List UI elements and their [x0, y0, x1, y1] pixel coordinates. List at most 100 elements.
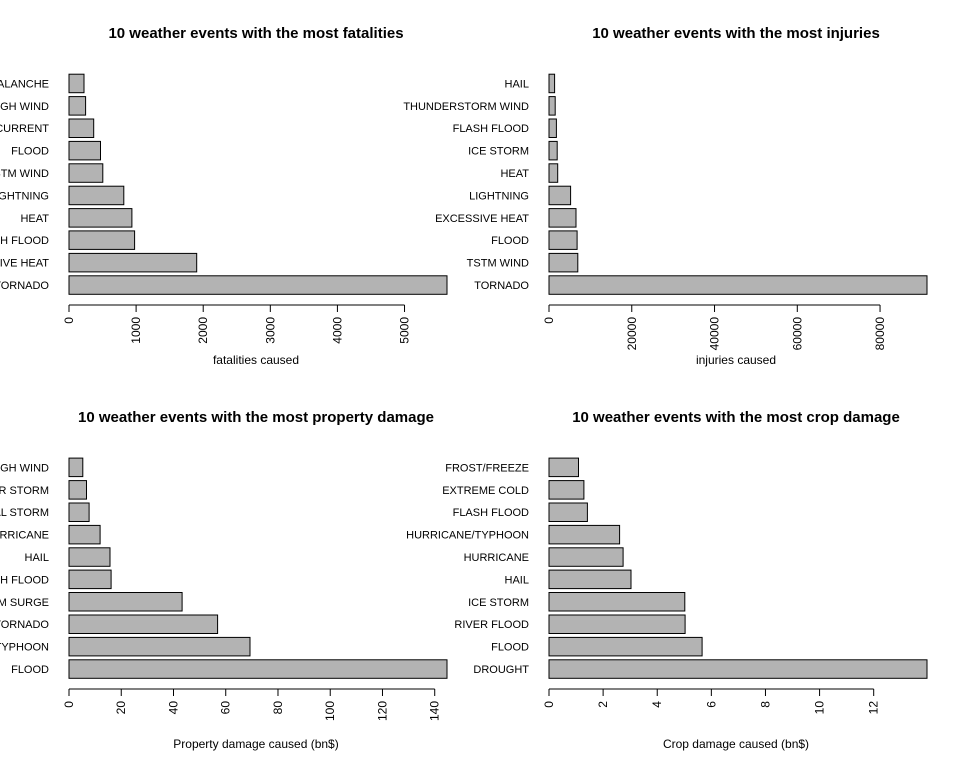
x-tick-label: 80	[271, 701, 285, 715]
category-label: EXTREME COLD	[442, 485, 529, 497]
bar-heat	[548, 163, 559, 183]
bar-flood	[548, 230, 578, 250]
bar-rip-current	[68, 118, 95, 138]
category-label: HEAT	[500, 168, 529, 180]
bar-extreme-cold	[548, 480, 585, 500]
panel-crop-damage: 10 weather events with the most crop dam…	[406, 409, 928, 751]
category-label: FLASH FLOOD	[453, 507, 529, 519]
category-label: HURRICANE	[0, 530, 49, 542]
x-tick-label: 4	[650, 701, 664, 708]
bar-excessive-heat	[548, 208, 577, 228]
category-label: HAIL	[505, 78, 529, 90]
bar-tornado	[68, 275, 448, 295]
x-tick-label: 0	[62, 701, 76, 708]
panel-injuries: 10 weather events with the most injuries…	[403, 25, 928, 367]
category-label: THUNDERSTORM WIND	[403, 101, 529, 113]
x-axis-label: fatalities caused	[213, 353, 299, 367]
category-label: ICE STORM	[468, 146, 529, 158]
x-tick-label: 6	[704, 701, 718, 708]
x-tick-label: 4000	[330, 317, 344, 344]
x-tick-label: 20	[114, 701, 128, 715]
bar-tornado	[68, 614, 219, 634]
category-label: TORNADO	[0, 619, 49, 631]
x-tick-label: 2000	[196, 317, 210, 344]
x-tick-label: 140	[428, 701, 442, 721]
chart-title: 10 weather events with the most crop dam…	[572, 409, 900, 426]
category-label: EXCESSIVE HEAT	[0, 258, 49, 270]
x-tick-label: 120	[376, 701, 390, 721]
bar-thunderstorm-wind	[548, 96, 556, 116]
bar-hurricane	[548, 547, 624, 567]
bar-tropical-storm	[68, 502, 90, 522]
category-label: HIGH WIND	[0, 462, 49, 474]
bar-hail	[68, 547, 111, 567]
bar-hurricane	[68, 524, 101, 545]
bar-heat	[68, 208, 133, 228]
bar-lightning	[68, 185, 125, 206]
bar-storm-surge	[68, 592, 183, 612]
panel-fatalities: 10 weather events with the most fataliti…	[0, 25, 448, 367]
x-tick-label: 10	[813, 701, 827, 715]
category-label: FLASH FLOOD	[0, 574, 49, 586]
bar-avalanche	[68, 73, 85, 94]
bar-river-flood	[548, 614, 686, 634]
category-label: FLASH FLOOD	[453, 123, 529, 135]
category-label: HAIL	[25, 552, 49, 564]
bar-hail	[548, 73, 556, 94]
category-label: FLASH FLOOD	[0, 235, 49, 247]
x-tick-label: 0	[62, 317, 76, 324]
category-label: FROST/FREEZE	[445, 462, 529, 474]
x-axis-label: Crop damage caused (bn$)	[663, 737, 809, 751]
category-label: AVALANCHE	[0, 78, 49, 90]
category-label: RIP CURRENT	[0, 123, 49, 135]
bar-excessive-heat	[68, 252, 198, 273]
category-label: FLOOD	[11, 664, 49, 676]
x-tick-label: 1000	[129, 317, 143, 344]
category-label: EXCESSIVE HEAT	[435, 213, 529, 225]
x-tick-label: 2	[596, 701, 610, 708]
bar-flash-flood	[548, 118, 557, 138]
bar-flash-flood	[548, 502, 588, 522]
bar-high-wind	[68, 96, 87, 116]
category-label: TORNADO	[474, 280, 529, 292]
bar-tornado	[548, 275, 928, 295]
x-tick-label: 20000	[625, 317, 639, 351]
bar-tstm-wind	[68, 163, 104, 183]
category-label: TORNADO	[0, 280, 49, 292]
x-tick-label: 0	[542, 317, 556, 324]
x-tick-label: 5000	[398, 317, 412, 344]
x-tick-label: 60	[219, 701, 233, 715]
category-label: STORM SURGE	[0, 597, 49, 609]
bar-frost-freeze	[548, 457, 579, 478]
bar-flood	[68, 140, 101, 161]
bar-flash-flood	[68, 569, 112, 590]
category-label: DROUGHT	[473, 664, 529, 676]
category-label: HEAT	[20, 213, 49, 225]
category-label: FLOOD	[491, 235, 529, 247]
category-label: RIVER FLOOD	[454, 619, 529, 631]
category-label: HIGH WIND	[0, 101, 49, 113]
x-tick-label: 60000	[790, 317, 804, 351]
x-tick-label: 8	[759, 701, 773, 708]
bar-flash-flood	[68, 230, 136, 250]
category-label: HURRICANE	[464, 552, 529, 564]
category-label: ICE STORM	[468, 597, 529, 609]
chart-title: 10 weather events with the most injuries	[592, 25, 880, 42]
bar-hurricane-typhoon	[548, 524, 621, 545]
category-label: HURRICANE/TYPHOON	[0, 642, 49, 654]
bar-ice-storm	[548, 592, 686, 612]
category-label: FLOOD	[491, 642, 529, 654]
bar-hail	[548, 569, 632, 590]
x-tick-label: 0	[542, 701, 556, 708]
category-label: LIGHTNING	[0, 190, 49, 202]
category-label: WINTER STORM	[0, 485, 49, 497]
x-tick-label: 80000	[873, 317, 887, 351]
bar-winter-storm	[68, 480, 87, 500]
category-label: LIGHTNING	[469, 190, 529, 202]
x-tick-label: 40000	[708, 317, 722, 351]
x-axis-label: injuries caused	[696, 353, 776, 367]
x-tick-label: 100	[323, 701, 337, 721]
category-label: HAIL	[505, 574, 529, 586]
bar-lightning	[548, 185, 572, 206]
